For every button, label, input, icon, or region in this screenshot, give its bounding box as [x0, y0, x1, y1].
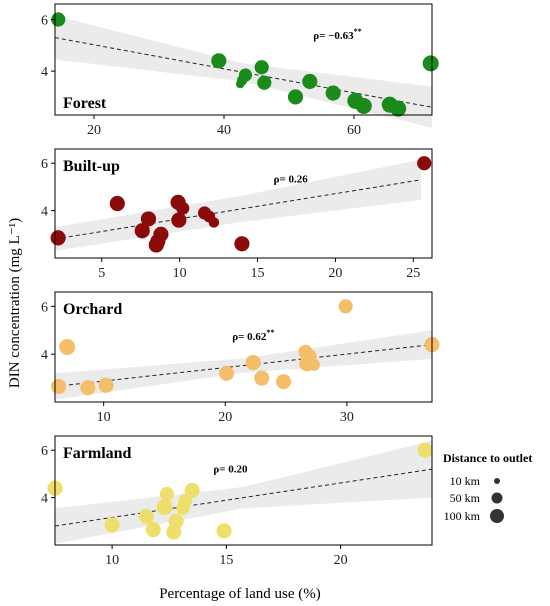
panel-built-up: 4 6 5 10 15 20 25 Built-up ρ= 0.26 — [41, 148, 433, 281]
data-point — [145, 522, 161, 538]
legend-marker-50km — [491, 492, 503, 504]
rho-annotation: ρ= 0.20 — [213, 464, 248, 476]
data-point — [218, 365, 235, 381]
data-point — [140, 211, 157, 227]
panel-frame — [54, 435, 433, 546]
x-tick-label: 20 — [87, 123, 101, 138]
y-axis-title: DIN concentration (mg L⁻¹) — [7, 218, 23, 388]
significance-marker: ** — [266, 328, 274, 337]
panel-frame — [54, 291, 433, 403]
data-point — [325, 85, 341, 101]
significance-marker: ** — [354, 27, 362, 36]
panel-frame — [54, 3, 433, 116]
data-point — [104, 517, 120, 533]
data-point — [234, 236, 250, 252]
x-tick-label: 15 — [219, 553, 233, 568]
legend-marker-100km — [490, 509, 504, 523]
data-point — [98, 377, 114, 393]
data-point — [254, 60, 269, 75]
data-point — [80, 380, 96, 396]
data-point — [276, 374, 292, 390]
rho-annotation: ρ= 0.26 — [274, 173, 309, 185]
panel-forest: 4 6 20 40 60 Forest ρ= −0.63** — [41, 3, 439, 138]
panel-label: Orchard — [63, 301, 122, 318]
data-point — [171, 212, 187, 228]
data-point — [417, 156, 432, 171]
x-tick-label: 25 — [406, 266, 420, 281]
data-point — [417, 442, 433, 458]
data-point — [168, 513, 184, 529]
legend-label-10km: 10 km — [450, 474, 481, 488]
regression-line — [54, 344, 433, 387]
y-tick-label: 4 — [41, 65, 48, 80]
x-tick-label: 20 — [328, 266, 342, 281]
data-point — [245, 354, 261, 371]
panel-label: Forest — [63, 95, 107, 112]
data-point — [422, 55, 439, 72]
data-point — [208, 217, 220, 228]
data-point — [159, 486, 175, 502]
data-point — [390, 100, 407, 117]
data-point — [308, 358, 320, 371]
data-point — [109, 195, 125, 212]
data-point — [257, 75, 272, 90]
x-tick-label: 40 — [217, 123, 231, 138]
panels-group: 4 6 20 40 60 Forest ρ= −0.63** 4 6 5 10 15 20 25 Built… — [41, 3, 440, 568]
y-tick-label: 4 — [41, 205, 48, 220]
data-point — [156, 499, 173, 516]
panel-label: Built-up — [63, 158, 120, 175]
y-tick-label: 4 — [41, 348, 48, 363]
data-point — [254, 370, 270, 386]
x-axis-title: Percentage of land use (%) — [159, 586, 321, 602]
data-point — [51, 378, 67, 395]
data-point — [134, 223, 150, 239]
rho-annotation: ρ= −0.63** — [313, 27, 361, 42]
data-point — [287, 89, 304, 105]
data-point — [50, 230, 66, 246]
rho-annotation: ρ= 0.62** — [232, 328, 274, 343]
data-point — [176, 201, 190, 215]
x-tick-label: 20 — [334, 553, 348, 568]
x-tick-label: 60 — [347, 123, 361, 138]
y-tick-label: 6 — [41, 13, 48, 28]
data-point — [59, 338, 76, 356]
x-tick-label: 10 — [97, 410, 111, 425]
x-tick-label: 15 — [251, 266, 265, 281]
panel-orchard: 4 6 10 20 30 Orchard ρ= 0.62** — [41, 291, 440, 425]
x-tick-label: 20 — [218, 410, 232, 425]
y-tick-label: 6 — [41, 444, 48, 459]
y-tick-label: 6 — [41, 300, 48, 315]
panel-farmland: 4 6 10 15 20 Farmland ρ= 0.20 — [41, 435, 433, 568]
x-tick-label: 10 — [105, 553, 119, 568]
legend-marker-10km — [494, 478, 500, 484]
regression-line — [54, 179, 422, 240]
x-tick-label: 5 — [98, 266, 105, 281]
data-point — [338, 299, 353, 314]
size-legend: Distance to outlet 10 km 50 km 100 km — [443, 451, 532, 523]
confidence-band — [55, 330, 432, 400]
y-tick-label: 4 — [41, 492, 48, 507]
x-tick-label: 30 — [340, 410, 354, 425]
legend-title: Distance to outlet — [443, 451, 532, 465]
data-point — [153, 226, 169, 242]
legend-label-100km: 100 km — [444, 509, 481, 523]
data-point — [211, 53, 227, 69]
panel-frame — [54, 148, 433, 259]
data-point — [238, 68, 253, 82]
data-point — [184, 482, 200, 499]
data-point — [216, 523, 232, 539]
x-tick-label: 10 — [173, 266, 187, 281]
panel-label: Farmland — [63, 445, 132, 462]
legend-label-50km: 50 km — [450, 491, 481, 505]
data-point — [178, 494, 193, 509]
data-point — [355, 97, 372, 114]
data-point — [138, 508, 154, 525]
data-point — [302, 73, 318, 90]
regression-line — [54, 468, 433, 527]
y-tick-label: 6 — [41, 157, 48, 172]
